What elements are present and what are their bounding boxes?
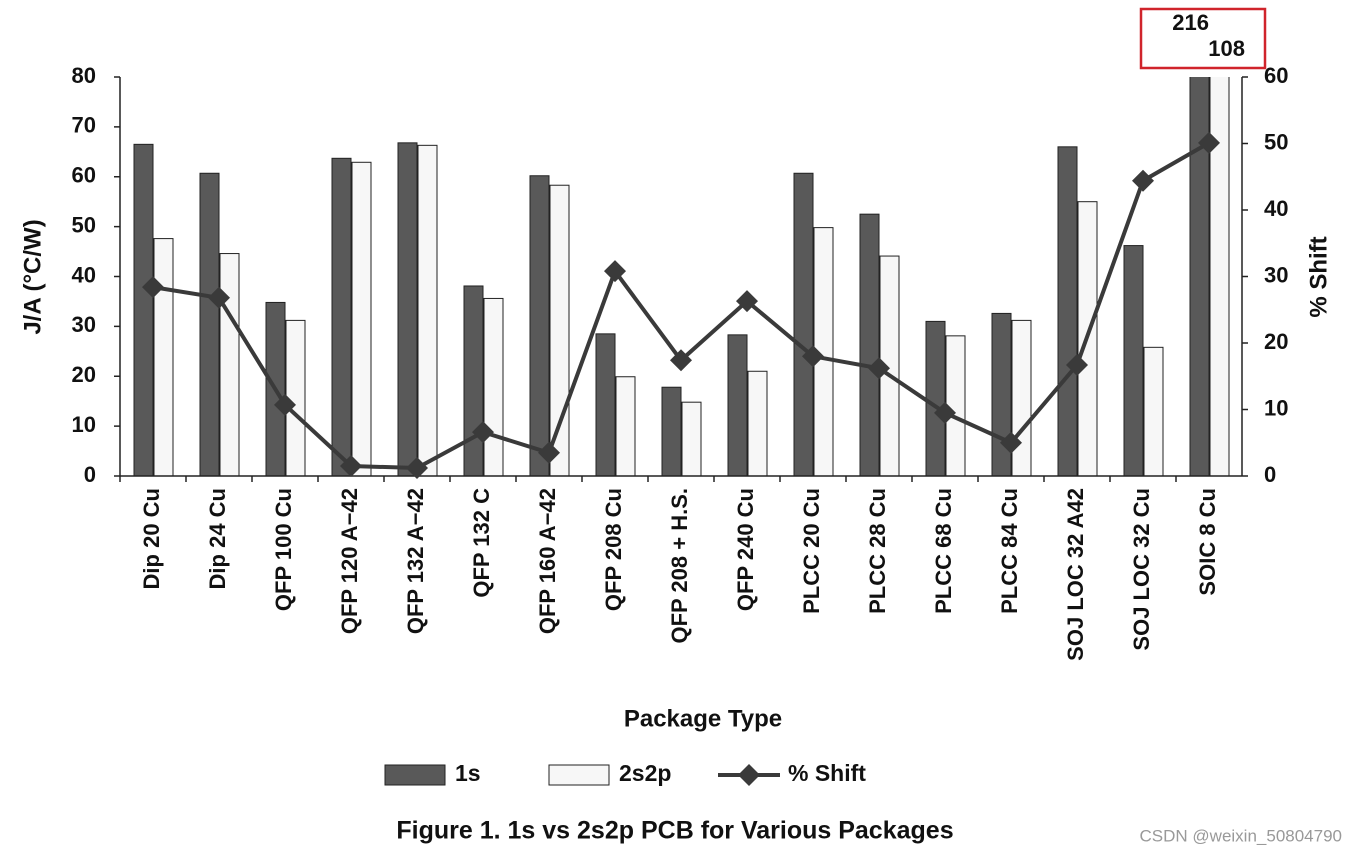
bar bbox=[595, 333, 616, 477]
marker bbox=[736, 290, 758, 313]
y2-axis-title: % Shift bbox=[1305, 236, 1332, 317]
marker bbox=[274, 393, 296, 416]
x-tick-label: QFP 160 A−42 bbox=[535, 488, 560, 634]
bars bbox=[133, 77, 1230, 477]
x-axis-title: Package Type bbox=[624, 705, 782, 732]
x-tick-label: SOJ LOC 32 Cu bbox=[1129, 488, 1154, 651]
bar bbox=[747, 370, 768, 477]
y-tick-label: 50 bbox=[72, 212, 96, 237]
value-label: 108 bbox=[1208, 36, 1245, 61]
marker bbox=[802, 345, 824, 368]
x-tick-label: PLCC 28 Cu bbox=[865, 488, 890, 614]
bar bbox=[991, 312, 1012, 477]
y-tick-label: 40 bbox=[72, 262, 96, 287]
bar bbox=[463, 285, 484, 477]
y-axis-title: J/A (°C/W) bbox=[19, 219, 46, 334]
marker bbox=[670, 349, 692, 372]
marker bbox=[1132, 169, 1154, 192]
bar bbox=[1011, 319, 1032, 477]
marker bbox=[208, 286, 230, 309]
bar bbox=[483, 297, 504, 477]
marker bbox=[1066, 353, 1088, 376]
marker bbox=[934, 401, 956, 424]
marker bbox=[538, 441, 560, 464]
marker bbox=[604, 260, 626, 283]
y2-tick-label: 50 bbox=[1264, 129, 1288, 154]
x-tick-label: SOJ LOC 32 A42 bbox=[1063, 488, 1088, 661]
y-tick-label: 30 bbox=[72, 312, 96, 337]
x-tick-label: PLCC 68 Cu bbox=[931, 488, 956, 614]
bar bbox=[529, 175, 550, 477]
x-tick-label: PLCC 84 Cu bbox=[997, 488, 1022, 614]
bar bbox=[1209, 77, 1230, 477]
marker bbox=[340, 455, 362, 478]
x-tick-label: QFP 208 + H.S. bbox=[667, 488, 692, 644]
marker bbox=[1000, 431, 1022, 454]
legend-label: % Shift bbox=[788, 760, 866, 786]
bar bbox=[681, 401, 702, 477]
bar bbox=[925, 320, 946, 477]
bar bbox=[133, 143, 154, 477]
legend-marker bbox=[738, 764, 760, 786]
y2-tick-label: 40 bbox=[1264, 196, 1288, 221]
marker bbox=[472, 421, 494, 444]
chart-title: Figure 1. 1s vs 2s2p PCB for Various Pac… bbox=[396, 817, 953, 845]
watermark: CSDN @weixin_50804790 bbox=[1140, 826, 1342, 845]
y-tick-label: 60 bbox=[72, 163, 96, 188]
bar bbox=[199, 172, 220, 477]
y-tick-label: 80 bbox=[72, 63, 96, 88]
y-tick-label: 20 bbox=[72, 362, 96, 387]
bar bbox=[661, 386, 682, 477]
bar bbox=[153, 238, 174, 477]
y2-tick-label: 20 bbox=[1264, 329, 1288, 354]
bar bbox=[351, 161, 372, 477]
x-tick-label: QFP 208 Cu bbox=[601, 488, 626, 611]
marker bbox=[1198, 131, 1220, 154]
x-tick-label: Dip 20 Cu bbox=[139, 488, 164, 589]
x-tick-label: Dip 24 Cu bbox=[205, 488, 230, 589]
x-tick-label: QFP 100 Cu bbox=[271, 488, 296, 611]
bar bbox=[549, 184, 570, 477]
legend-label: 2s2p bbox=[619, 760, 671, 786]
bar bbox=[417, 144, 438, 477]
y-tick-label: 10 bbox=[72, 412, 96, 437]
y2-tick-label: 60 bbox=[1264, 63, 1288, 88]
bar bbox=[219, 253, 240, 477]
bar bbox=[1189, 77, 1210, 477]
highlight-box bbox=[1139, 7, 1267, 70]
bar bbox=[1057, 146, 1078, 477]
bar bbox=[1143, 346, 1164, 477]
bar bbox=[331, 157, 352, 477]
y-tick-label: 70 bbox=[72, 113, 96, 138]
y-tick-label: 0 bbox=[84, 462, 96, 487]
y2-tick-label: 30 bbox=[1264, 262, 1288, 287]
x-tick-label: QFP 240 Cu bbox=[733, 488, 758, 611]
bar bbox=[397, 142, 418, 477]
marker bbox=[406, 457, 428, 480]
bar bbox=[615, 376, 636, 477]
marker bbox=[142, 276, 164, 299]
value-label: 216 bbox=[1172, 10, 1209, 35]
x-tick-label: QFP 132 A−42 bbox=[403, 488, 428, 634]
legend-swatch bbox=[384, 764, 446, 786]
bar bbox=[1123, 245, 1144, 477]
bar bbox=[793, 172, 814, 477]
legend-swatch bbox=[548, 764, 610, 786]
x-tick-label: QFP 132 C bbox=[469, 488, 494, 598]
y2-tick-label: 10 bbox=[1264, 395, 1288, 420]
legend-label: 1s bbox=[455, 760, 481, 786]
y2-tick-label: 0 bbox=[1264, 462, 1276, 487]
bar bbox=[859, 213, 880, 477]
x-tick-label: PLCC 20 Cu bbox=[799, 488, 824, 614]
marker bbox=[868, 357, 890, 380]
x-tick-label: QFP 120 A−42 bbox=[337, 488, 362, 634]
x-tick-label: SOIC 8 Cu bbox=[1195, 488, 1220, 596]
bar bbox=[727, 334, 748, 477]
